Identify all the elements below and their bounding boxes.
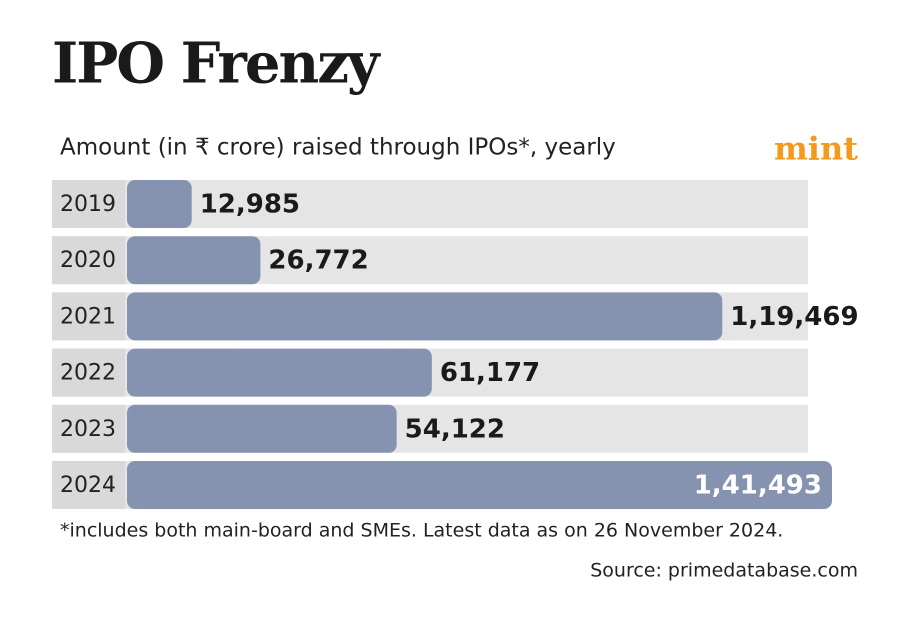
chart-title: IPO Frenzy [52, 31, 381, 97]
bar [127, 292, 723, 341]
chart-subtitle: Amount (in ₹ crore) raised through IPOs*… [60, 135, 616, 161]
year-cell [52, 404, 125, 453]
y-tick-label: 2022 [60, 361, 116, 386]
year-cell [52, 292, 125, 341]
bar [127, 180, 192, 228]
value-label: 54,122 [405, 414, 505, 444]
bar [127, 236, 261, 285]
value-label: 12,985 [200, 190, 300, 220]
y-tick-label: 2023 [60, 417, 116, 442]
source: Source: primedatabase.com [590, 560, 858, 582]
bar [127, 461, 832, 509]
year-cell [52, 348, 125, 397]
bar [127, 404, 397, 453]
year-cell [52, 180, 125, 228]
y-tick-label: 2019 [60, 192, 116, 217]
value-label: 61,177 [440, 358, 540, 388]
year-cell [52, 236, 125, 285]
year-cell [52, 461, 125, 509]
bar [127, 348, 432, 397]
footnote: *includes both main-board and SMEs. Late… [60, 520, 783, 542]
y-tick-label: 2020 [60, 248, 116, 273]
value-label: 26,772 [268, 246, 368, 276]
brand-logo: mint [774, 130, 858, 168]
value-label: 1,41,493 [694, 471, 822, 501]
y-tick-label: 2024 [60, 473, 116, 498]
value-label: 1,19,469 [730, 302, 858, 332]
y-tick-label: 2021 [60, 304, 116, 329]
